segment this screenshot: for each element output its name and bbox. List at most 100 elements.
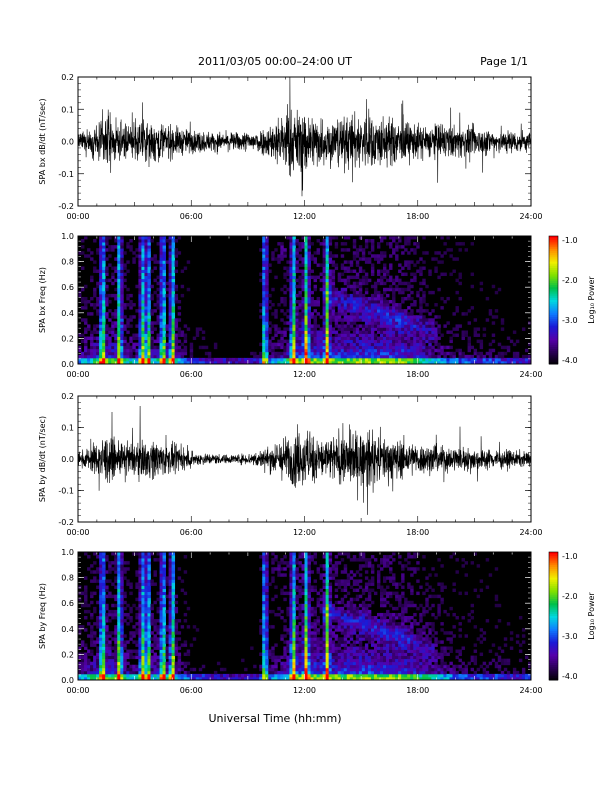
spectrogram-cell [292, 564, 296, 568]
spectrogram-cell [153, 321, 157, 325]
spectrogram-cell [413, 321, 417, 325]
spectrogram-cell [307, 339, 311, 344]
spectrogram-cell [521, 354, 526, 359]
spectrogram-cell [135, 606, 139, 611]
spectrogram-cell [386, 336, 390, 341]
spectrogram-cell [129, 655, 133, 660]
spectrogram-cell [383, 345, 387, 350]
spectrogram-cell [316, 658, 320, 663]
spectrogram-cell [138, 248, 142, 252]
spectrogram-cell [289, 576, 293, 580]
spectrogram-cell [301, 272, 305, 277]
spectrogram-cell [265, 293, 269, 298]
spectrogram-cell [135, 360, 139, 365]
spectrogram-cell [373, 309, 378, 313]
spectrogram-cell [183, 357, 188, 362]
spectrogram-cell [102, 357, 106, 362]
spectrogram-cell [138, 251, 142, 255]
spectrogram-cell [129, 348, 133, 353]
spectrogram-cell [307, 348, 311, 353]
spectrogram-cell [283, 652, 287, 657]
spectrogram-cell [171, 315, 176, 319]
spectrogram-cell [292, 628, 296, 632]
spectrogram-cell [141, 342, 145, 347]
spectrogram-cell [304, 600, 308, 605]
y-tick-label: 0.8 [61, 258, 74, 267]
spectrogram-cell [168, 266, 173, 270]
spectrogram-cell [147, 667, 151, 672]
spectrogram-cell [286, 649, 290, 653]
spectrogram-cell [147, 582, 151, 586]
spectrogram-cell [262, 588, 266, 593]
spectrogram-cell [527, 342, 532, 347]
spectrogram-cell [286, 646, 290, 650]
spectrogram-cell [265, 354, 269, 359]
spectrogram-cell [180, 625, 185, 629]
spectrogram-cell [434, 360, 438, 365]
spectrogram-cell [147, 570, 151, 574]
spectrogram-cell [150, 664, 154, 669]
spectrogram-cell [461, 360, 465, 365]
spectrogram-cell [340, 312, 345, 316]
spectrogram-cell [361, 348, 366, 353]
y-tick-label: 0.2 [61, 73, 74, 82]
spectrogram-cell [123, 634, 127, 638]
spectrogram-cell [470, 345, 475, 350]
spectrogram-cell [322, 269, 327, 273]
spectrogram-cell [497, 357, 502, 362]
spectrogram-cell [280, 251, 284, 255]
spectrogram-cell [343, 351, 348, 356]
spectrogram-cell [289, 263, 293, 267]
spectrogram-cell [322, 266, 327, 270]
spectrogram-cell [289, 631, 293, 635]
spectrogram-cell [461, 351, 465, 356]
spectrogram-cell [147, 649, 151, 653]
spectrogram-cell [271, 597, 275, 602]
spectrogram-cell [114, 336, 118, 341]
spectrogram-cell [307, 567, 311, 571]
spectrogram-cell [313, 333, 317, 337]
spectrogram-cell [292, 670, 296, 675]
spectrogram-cell [322, 296, 327, 301]
spectrogram-cell [373, 339, 378, 344]
spectrogram-cell [304, 333, 308, 337]
spectrogram-cell [105, 670, 109, 675]
spectrogram-cell [120, 333, 124, 337]
spectrogram-cell [328, 281, 333, 286]
spectrogram-cell [524, 357, 529, 362]
spectrogram-cell [210, 357, 215, 362]
spectrogram-cell [274, 567, 278, 571]
spectrogram-cell [189, 345, 194, 350]
spectrogram-cell [313, 658, 317, 663]
spectrogram-cell [168, 306, 173, 310]
spectrogram-cell [295, 658, 299, 663]
spectrogram-cell [295, 606, 299, 611]
spectrogram-cell [117, 360, 121, 365]
spectrogram-cell [99, 318, 103, 322]
spectrogram-cell [153, 354, 157, 359]
spectrogram-cell [304, 236, 308, 240]
spectrogram-cell [398, 306, 402, 310]
spectrogram-cell [93, 342, 97, 347]
spectrogram-cell [81, 676, 85, 681]
spectrogram-cell [195, 676, 200, 681]
spectrogram-cell [443, 351, 447, 356]
spectrogram-cell [301, 552, 305, 556]
spectrogram-cell [171, 640, 176, 644]
spectrogram-cell [114, 667, 118, 672]
spectrogram-cell [165, 287, 169, 292]
spectrogram-cell [301, 619, 305, 623]
spectrogram-cell [443, 242, 447, 246]
spectrogram-cell [383, 306, 387, 310]
spectrogram-cell [283, 573, 287, 577]
spectrogram-cell [392, 342, 396, 347]
spectrogram-cell [419, 303, 423, 307]
spectrogram-cell [355, 354, 360, 359]
spectrogram-cell [479, 281, 484, 286]
spectrogram-cell [171, 567, 176, 571]
spectrogram-cell [322, 360, 327, 365]
spectrogram-cell [286, 609, 290, 614]
spectrogram-cell [304, 591, 308, 596]
spectrogram-cell [147, 345, 151, 350]
